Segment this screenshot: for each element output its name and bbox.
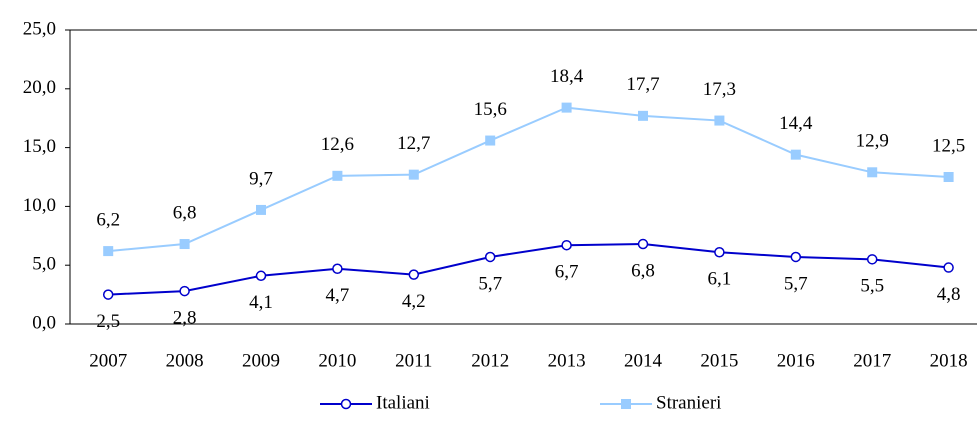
data-label: 17,7 [626,74,659,95]
series-line [108,243,949,296]
data-label: 9,7 [249,168,273,189]
legend-marker [340,398,352,410]
x-tick-label: 2017 [853,350,891,371]
data-label: 6,8 [173,202,197,223]
data-label: 2,8 [173,307,197,328]
y-tick-label: 5,0 [32,254,56,275]
data-label: 5,5 [860,276,884,297]
data-point [408,269,420,280]
y-tick-label: 0,0 [32,312,56,333]
legend-label: Italiani [376,392,430,413]
data-point [866,254,878,265]
series-line [108,106,949,253]
data-label: 4,7 [326,285,350,306]
data-point [102,289,114,300]
legend-marker [621,399,631,409]
data-point [255,270,267,282]
data-label: 6,7 [555,262,579,283]
y-tick-label: 20,0 [23,77,56,98]
data-label: 12,9 [856,131,889,152]
data-label: 6,2 [96,209,120,230]
data-label: 15,6 [474,99,507,120]
data-label: 12,6 [321,134,354,155]
data-point [256,204,266,215]
legend-label: Stranieri [656,392,721,413]
data-point [179,285,190,297]
data-point [714,247,725,258]
data-point [867,167,878,178]
y-tick-label: 15,0 [23,136,56,157]
data-point [943,172,954,182]
data-label: 6,1 [708,269,732,290]
data-point [179,239,190,250]
data-label: 12,7 [397,133,430,154]
data-point [103,246,114,257]
data-point [485,135,496,146]
x-tick-label: 2015 [700,350,738,371]
data-label: 5,7 [478,273,502,294]
x-tick-label: 2014 [624,350,663,371]
data-point [790,149,801,160]
data-label: 2,5 [96,311,120,332]
data-point [561,239,572,251]
data-label: 17,3 [703,79,736,100]
y-tick-label: 25,0 [23,18,56,39]
data-point [484,251,496,263]
data-point [943,262,954,273]
x-tick-label: 2010 [318,350,356,371]
data-label: 5,7 [784,273,808,294]
data-label: 4,2 [402,291,426,312]
data-point [790,251,802,263]
x-tick-label: 2011 [395,350,432,371]
x-tick-label: 2007 [89,350,127,371]
data-label: 18,4 [550,66,584,87]
x-tick-label: 2009 [242,350,280,371]
data-label: 14,4 [779,113,813,134]
data-point [332,263,343,274]
x-tick-label: 2008 [166,350,204,371]
data-point [332,170,343,181]
data-label: 6,8 [631,260,655,281]
x-tick-label: 2018 [930,350,968,371]
data-point [638,110,648,121]
data-point [408,169,419,180]
data-label: 4,1 [249,292,273,313]
data-point [561,102,572,113]
x-tick-label: 2012 [471,350,509,371]
data-label: 12,5 [932,135,965,156]
data-label: 4,8 [937,284,961,305]
x-tick-label: 2016 [777,350,815,371]
data-point [637,238,649,250]
y-tick-label: 10,0 [23,195,56,216]
x-tick-label: 2013 [548,350,586,371]
data-point [714,115,725,126]
